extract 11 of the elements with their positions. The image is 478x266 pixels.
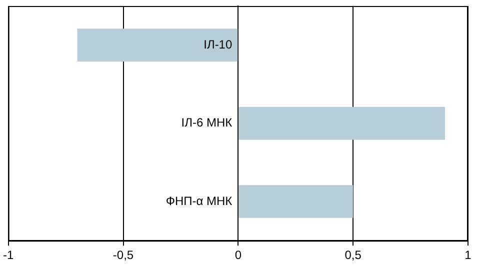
x-tick-label: 0 (234, 248, 242, 262)
bar (238, 185, 354, 218)
y-tick-label: ФНП-α МНК (166, 194, 232, 208)
bar (238, 106, 446, 140)
x-tick-label: 1 (464, 248, 472, 262)
x-tick-label: 0,5 (344, 248, 362, 262)
y-tick-label: ІЛ-10 (204, 37, 232, 52)
x-tick-label: -0,5 (112, 248, 134, 262)
x-tick-label: -1 (3, 248, 14, 262)
y-tick-label: ІЛ-6 МНК (181, 116, 232, 130)
bar (77, 28, 238, 62)
